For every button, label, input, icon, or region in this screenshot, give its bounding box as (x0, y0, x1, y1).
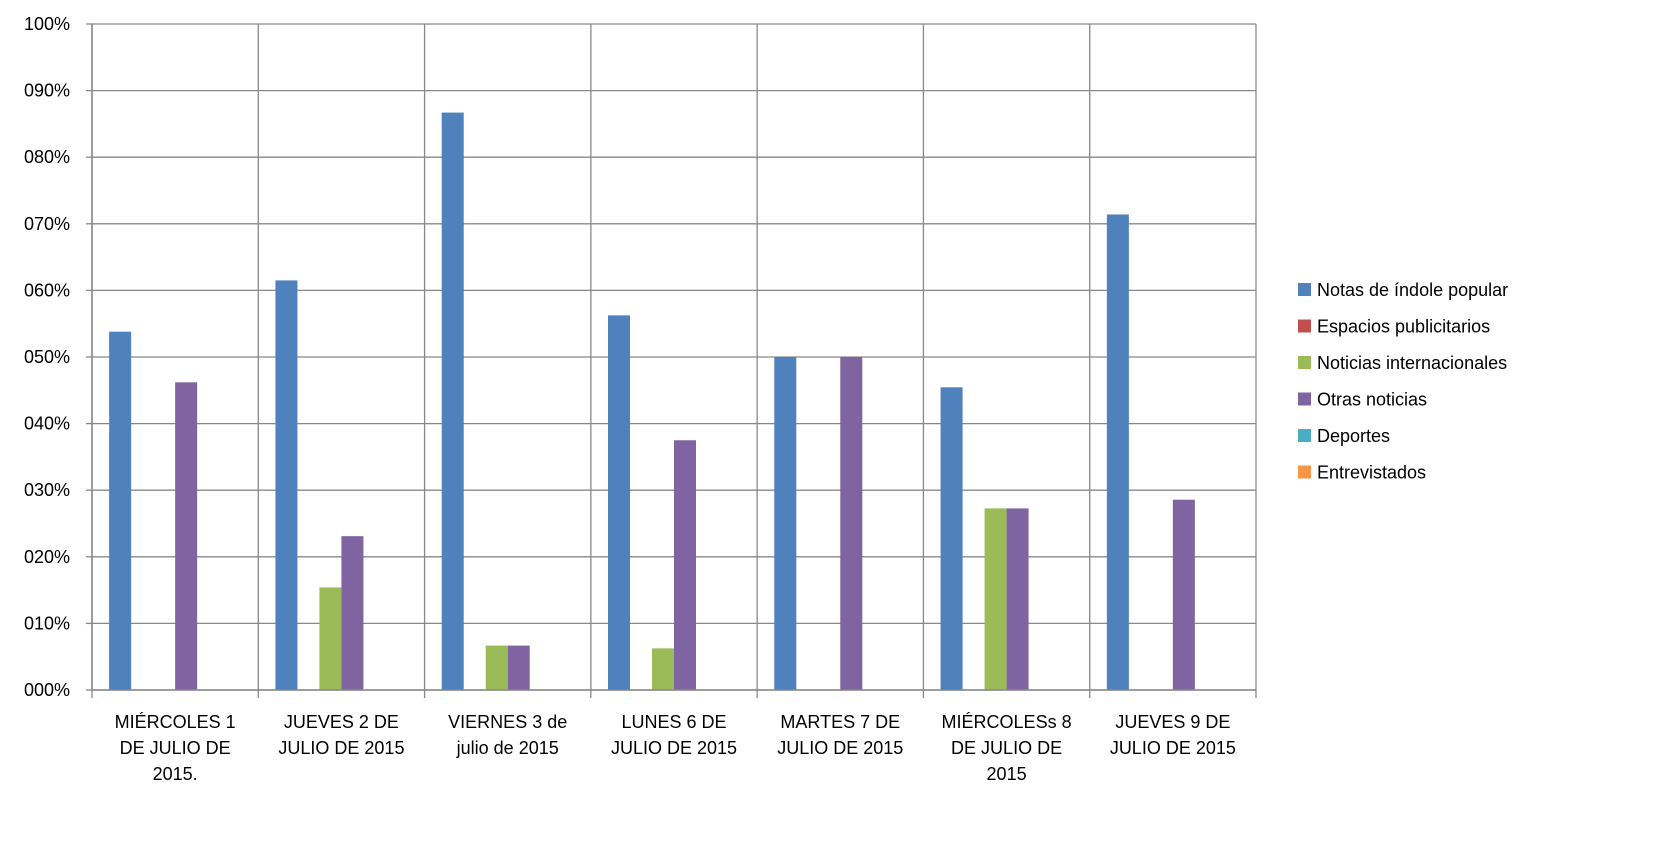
bar (608, 315, 630, 690)
x-tick-label: JUEVES 2 DE JULIO DE 2015 (278, 712, 404, 758)
x-tick-label: JUEVES 9 DE JULIO DE 2015 (1110, 712, 1236, 758)
bar (840, 357, 863, 690)
bar (1106, 214, 1129, 690)
x-tick-label: MIÉRCOLES 1 DE JULIO DE 2015. (115, 712, 236, 784)
legend-label: Deportes (1317, 426, 1390, 446)
y-tick-label: 100% (24, 14, 70, 34)
legend-label: Noticias internacionales (1317, 353, 1507, 373)
bar (341, 536, 364, 690)
legend: Notas de índole popular Espacios publicit… (1298, 280, 1508, 483)
x-tick-labels: MIÉRCOLES 1 DE JULIO DE 2015. JUEVES 2 DE JU… (115, 712, 1236, 784)
y-tick-label: 030% (24, 480, 70, 500)
y-tick-labels: 000% 010% 020% 030% 040% 050% 060% 070% 080% 090%… (24, 14, 70, 700)
y-tick-label: 040% (24, 414, 70, 434)
bar (175, 382, 198, 690)
bar (984, 508, 1007, 690)
legend-swatch (1298, 319, 1311, 333)
y-tick-label: 020% (24, 547, 70, 567)
y-tick-label: 000% (24, 680, 70, 700)
bar (441, 112, 464, 690)
y-tick-label: 050% (24, 347, 70, 367)
bars (109, 112, 1195, 690)
axes (86, 23, 1256, 691)
y-tick-label: 070% (24, 214, 70, 234)
bar (774, 357, 797, 690)
legend-label: Entrevistados (1317, 463, 1426, 483)
legend-label: Otras noticias (1317, 390, 1427, 410)
x-tick-label: VIERNES 3 de julio de 2015 (448, 712, 567, 758)
legend-swatch (1298, 283, 1311, 296)
bar (109, 331, 132, 690)
bar (1172, 499, 1195, 690)
y-tick-label: 010% (24, 613, 70, 633)
legend-swatch (1298, 392, 1311, 406)
bar (275, 280, 298, 690)
bar (674, 440, 696, 690)
legend-swatch (1298, 356, 1311, 369)
legend-label: Notas de índole popular (1317, 280, 1508, 300)
x-tick-label: MIÉRCOLESs 8 DE JULIO DE 2015 (942, 712, 1072, 784)
x-tick-label: MARTES 7 DE JULIO DE 2015 (777, 712, 903, 758)
x-tick-label: LUNES 6 DE JULIO DE 2015 (611, 712, 737, 758)
y-tick-label: 090% (24, 81, 70, 101)
bar (485, 645, 508, 690)
bar (652, 648, 674, 690)
legend-label: Espacios publicitarios (1317, 317, 1490, 337)
bar (940, 387, 963, 690)
bar (319, 587, 342, 690)
bar (507, 645, 530, 690)
y-tick-label: 060% (24, 280, 70, 300)
legend-swatch (1298, 465, 1311, 479)
legend-swatch (1298, 429, 1311, 442)
bar (1006, 508, 1029, 690)
y-tick-label: 080% (24, 147, 70, 167)
